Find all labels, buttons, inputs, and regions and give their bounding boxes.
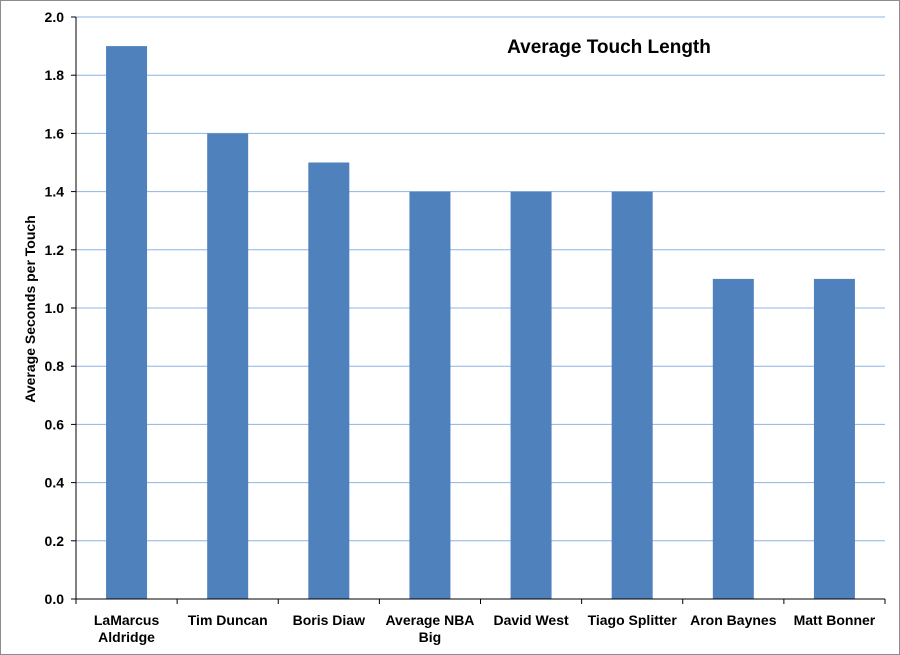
bars (106, 46, 855, 600)
y-tick-label: 0.0 (45, 591, 65, 607)
y-tick-label: 0.2 (45, 533, 65, 549)
bar-1 (207, 133, 249, 599)
y-tick-label: 0.4 (45, 475, 65, 491)
bar-2 (308, 162, 350, 599)
x-tick-label: David West (493, 612, 569, 628)
x-tick-label: Boris Diaw (293, 612, 365, 628)
x-tick-label: LaMarcus (94, 612, 160, 628)
axes (71, 16, 886, 604)
y-tick-labels: 0.0 0.2 0.4 0.6 0.8 1.0 1.2 1.4 1.6 1.8 2.0 (45, 9, 65, 607)
gridlines (76, 16, 885, 542)
y-tick-label: 0.8 (45, 358, 65, 374)
bar-5 (611, 191, 653, 599)
x-tick-label: Aldridge (98, 629, 155, 645)
y-tick-label: 0.6 (45, 416, 65, 432)
bar-7 (813, 278, 855, 599)
y-tick-label: 1.0 (45, 300, 65, 316)
x-tick-label: Average NBA (385, 612, 474, 628)
y-tick-label: 1.4 (45, 184, 65, 200)
y-axis-label: Average Seconds per Touch (22, 215, 38, 403)
y-tick-label: 1.8 (45, 67, 65, 83)
y-tick-label: 1.2 (45, 242, 65, 258)
chart-title: Average Touch Length (507, 37, 711, 58)
bar-4 (510, 191, 552, 599)
x-tick-label: Big (419, 629, 442, 645)
bar-0 (106, 46, 148, 600)
x-tick-label: Tiago Splitter (588, 612, 678, 628)
bar-6 (712, 278, 754, 599)
x-tick-label: Matt Bonner (794, 612, 876, 628)
y-tick-label: 1.6 (45, 125, 65, 141)
y-tick-label: 2.0 (45, 9, 65, 25)
x-tick-label: Aron Baynes (690, 612, 777, 628)
x-tick-label: Tim Duncan (188, 612, 268, 628)
bar-3 (409, 191, 451, 599)
